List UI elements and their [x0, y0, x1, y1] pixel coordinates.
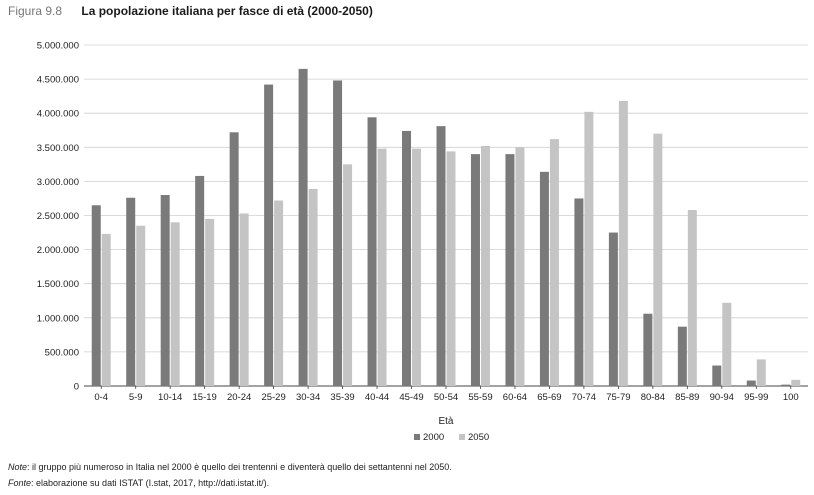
figure-label: Figura 9.8 — [8, 4, 63, 18]
x-tick-label: 55-59 — [468, 392, 492, 403]
note-prefix: Note — [8, 462, 28, 472]
x-tick-label: 50-54 — [434, 392, 458, 403]
x-tick-label: 20-24 — [227, 392, 251, 403]
bar-2000 — [539, 171, 549, 386]
bar-2050 — [205, 218, 215, 386]
bar-2050 — [101, 233, 111, 386]
bar-2050 — [549, 139, 559, 386]
note-text: : il gruppo più numeroso in Italia nel 2… — [27, 462, 452, 472]
x-tick-label: 75-79 — [606, 392, 630, 403]
bar-2050 — [618, 100, 628, 386]
chart-title: La popolazione italiana per fasce di età… — [81, 4, 373, 18]
y-tick-label: 0 — [74, 382, 79, 393]
bar-2000 — [574, 198, 584, 386]
x-tick-label: 60-64 — [503, 392, 527, 403]
bar-2000 — [746, 380, 756, 386]
y-tick-label: 5.000.000 — [37, 41, 79, 52]
bar-2000 — [160, 195, 170, 386]
bar-2050 — [480, 145, 490, 386]
bar-2050 — [446, 151, 456, 386]
x-tick-label: 35-39 — [330, 392, 354, 403]
bar-2000 — [505, 154, 515, 386]
bar-2000 — [712, 365, 722, 386]
bar-2000 — [195, 175, 205, 386]
bar-2050 — [687, 210, 697, 386]
x-tick-label: 90-94 — [710, 392, 734, 403]
bar-2000 — [264, 84, 274, 386]
bar-2000 — [367, 117, 377, 387]
bar-2000 — [470, 154, 480, 386]
bar-2050 — [412, 148, 422, 386]
y-tick-label: 3.500.000 — [37, 143, 79, 154]
x-tick-label: 100 — [783, 392, 799, 403]
x-tick-label: 25-29 — [261, 392, 285, 403]
bar-2050 — [377, 148, 387, 386]
bar-2000 — [436, 126, 446, 387]
bar-2050 — [653, 133, 663, 386]
x-tick-label: 45-49 — [399, 392, 423, 403]
y-tick-label: 4.500.000 — [37, 75, 79, 86]
x-tick-label: 80-84 — [641, 392, 665, 403]
bar-2000 — [333, 80, 343, 387]
bar-2050 — [515, 147, 525, 386]
bar-2050 — [343, 164, 353, 386]
source-text: : elaborazione su dati ISTAT (I.stat, 20… — [31, 478, 270, 488]
x-tick-label: 30-34 — [296, 392, 320, 403]
x-tick-label: 85-89 — [675, 392, 699, 403]
x-tick-label: 0-4 — [94, 392, 108, 403]
chart-source: Fonte: elaborazione su dati ISTAT (I.sta… — [8, 478, 269, 488]
bar-2050 — [308, 188, 318, 386]
bar-2050 — [756, 359, 766, 386]
bar-2050 — [722, 302, 732, 386]
legend-swatch-2000 — [414, 434, 420, 440]
bar-2000 — [643, 313, 653, 386]
bar-2050 — [170, 222, 180, 386]
bar-2000 — [781, 384, 791, 386]
y-tick-label: 500.000 — [45, 347, 79, 358]
x-tick-label: 10-14 — [158, 392, 182, 403]
bar-2000 — [608, 232, 618, 386]
x-axis-label: Età — [438, 416, 453, 427]
bar-2000 — [229, 132, 239, 386]
x-tick-label: 65-69 — [537, 392, 561, 403]
y-tick-label: 1.500.000 — [37, 279, 79, 290]
x-tick-label: 70-74 — [572, 392, 596, 403]
y-tick-label: 2.000.000 — [37, 245, 79, 256]
bar-2050 — [239, 213, 249, 386]
bar-2000 — [126, 197, 136, 386]
chart-note: Note: il gruppo più numeroso in Italia n… — [8, 462, 452, 472]
x-tick-label: 5-9 — [129, 392, 143, 403]
x-tick-label: 95-99 — [744, 392, 768, 403]
bar-2000 — [298, 68, 308, 387]
bar-2050 — [791, 379, 801, 386]
bar-2050 — [136, 225, 146, 386]
legend-swatch-2050 — [459, 434, 465, 440]
figure-header: Figura 9.8 La popolazione italiana per f… — [8, 4, 373, 18]
x-tick-label: 15-19 — [193, 392, 217, 403]
legend-label-2050: 2050 — [468, 432, 489, 443]
bar-2050 — [274, 200, 284, 386]
y-tick-label: 4.000.000 — [37, 109, 79, 120]
y-tick-label: 1.000.000 — [37, 313, 79, 324]
y-tick-label: 2.500.000 — [37, 211, 79, 222]
bar-2000 — [402, 130, 412, 386]
source-prefix: Fonte — [8, 478, 32, 488]
x-tick-label: 40-44 — [365, 392, 389, 403]
bar-2050 — [584, 111, 594, 386]
bar-2000 — [677, 326, 687, 386]
bar-2000 — [91, 205, 101, 386]
y-tick-label: 3.000.000 — [37, 177, 79, 188]
legend-label-2000: 2000 — [423, 432, 444, 443]
